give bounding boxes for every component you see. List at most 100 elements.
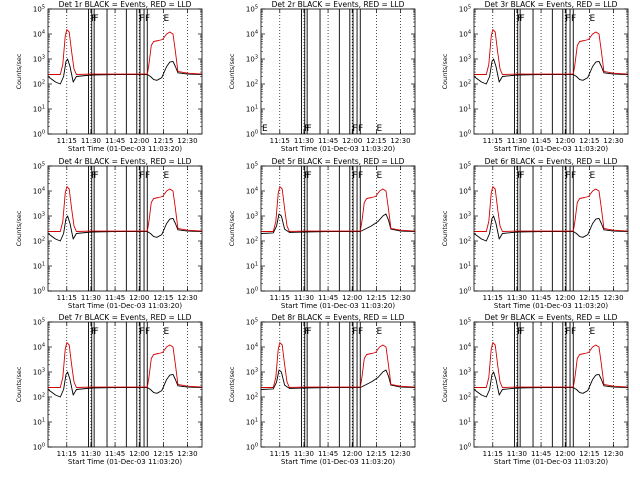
x-tick-label: 11:15 <box>57 294 77 302</box>
y-tick-label: 101 <box>459 418 471 427</box>
y-tick-label: 100 <box>246 443 258 452</box>
y-tick-label: 102 <box>246 237 258 246</box>
y-tick-label: 103 <box>459 368 471 377</box>
x-tick-label: 12:15 <box>153 450 173 458</box>
y-tick-label: 101 <box>246 262 258 271</box>
x-tick-label: 12:30 <box>177 137 197 145</box>
x-tick-label: 11:45 <box>531 137 551 145</box>
x-tick-label: 11:30 <box>81 137 101 145</box>
y-tick-label: 104 <box>33 343 45 352</box>
flag-label: F <box>307 327 312 337</box>
y-tick-label: 105 <box>459 162 471 171</box>
flag-label: F <box>94 171 99 181</box>
x-axis-label: Start Time (01-Dec-03 11:03:20) <box>68 458 182 466</box>
detector-panel: Det 9r BLACK = Events, RED = LLD 11:15 11:… <box>441 313 629 466</box>
x-tick-label: 12:30 <box>177 450 197 458</box>
x-tick-label: 11:15 <box>57 450 77 458</box>
plot-frame <box>260 165 416 292</box>
y-tick-label: 104 <box>246 343 258 352</box>
flag-label: E <box>262 124 268 134</box>
panel-title: Det 3r BLACK = Events, RED = LLD <box>485 0 618 9</box>
flag-label: E <box>377 124 383 134</box>
x-axis-label: Start Time (01-Dec-03 11:03:20) <box>68 145 182 153</box>
x-tick-label: 12:15 <box>366 450 386 458</box>
lld-series-line <box>474 342 629 388</box>
x-tick-label: 12:00 <box>555 137 575 145</box>
flag-label: F <box>565 327 570 337</box>
x-tick-label: 11:30 <box>507 137 527 145</box>
flag-label: F <box>139 171 144 181</box>
y-axis-label: Counts/sec <box>15 210 23 246</box>
x-tick-label: 12:00 <box>342 450 362 458</box>
flag-label: F <box>94 14 99 24</box>
y-tick-label: 101 <box>459 262 471 271</box>
x-tick-label: 12:00 <box>342 137 362 145</box>
x-axis-label: Start Time (01-Dec-03 11:03:20) <box>281 145 395 153</box>
flag-label: F <box>91 171 96 181</box>
flag-label: F <box>517 327 522 337</box>
y-tick-label: 103 <box>33 212 45 221</box>
x-tick-label: 12:15 <box>366 137 386 145</box>
y-tick-label: 101 <box>33 105 45 114</box>
y-tick-label: 101 <box>33 262 45 271</box>
y-axis-label: Counts/sec <box>15 366 23 402</box>
y-tick-label: 105 <box>246 5 258 14</box>
flag-label: F <box>352 171 357 181</box>
y-tick-label: 102 <box>246 393 258 402</box>
panel-title: Det 2r BLACK = Events, RED = LLD <box>272 0 405 9</box>
panel-title: Det 6r BLACK = Events, RED = LLD <box>485 157 618 166</box>
y-tick-label: 104 <box>459 30 471 39</box>
y-tick-label: 105 <box>33 318 45 327</box>
y-tick-label: 104 <box>459 343 471 352</box>
flag-label: F <box>520 14 525 24</box>
y-tick-label: 105 <box>459 318 471 327</box>
x-axis-label: Start Time (01-Dec-03 11:03:20) <box>281 458 395 466</box>
y-axis-label: Counts/sec <box>228 366 236 402</box>
lld-series-line <box>48 342 203 388</box>
panel-title: Det 9r BLACK = Events, RED = LLD <box>485 313 618 322</box>
flag-label: E <box>377 327 383 337</box>
y-tick-label: 101 <box>246 105 258 114</box>
flag-label: F <box>517 14 522 24</box>
y-tick-label: 105 <box>246 162 258 171</box>
flag-label: F <box>94 327 99 337</box>
plot-frame <box>47 165 203 292</box>
y-tick-label: 104 <box>33 30 45 39</box>
y-tick-label: 100 <box>246 130 258 139</box>
lld-series-line <box>474 186 629 232</box>
y-tick-label: 101 <box>459 105 471 114</box>
flag-label: F <box>565 171 570 181</box>
panel-title: Det 7r BLACK = Events, RED = LLD <box>59 313 192 322</box>
y-tick-label: 105 <box>33 162 45 171</box>
y-tick-label: 102 <box>459 393 471 402</box>
flag-label: E <box>164 14 170 24</box>
y-tick-label: 104 <box>246 30 258 39</box>
y-tick-label: 100 <box>33 443 45 452</box>
flag-label: F <box>565 14 570 24</box>
lld-series-line <box>261 186 416 232</box>
detector-panel: Det 4r BLACK = Events, RED = LLD 11:15 11:… <box>15 157 203 310</box>
detector-panel: Det 3r BLACK = Events, RED = LLD 11:15 11:… <box>441 0 629 153</box>
x-tick-label: 11:45 <box>318 450 338 458</box>
x-tick-label: 11:45 <box>105 450 125 458</box>
lld-series-line <box>474 29 629 75</box>
y-tick-label: 104 <box>459 187 471 196</box>
y-axis-label: Counts/sec <box>228 210 236 246</box>
y-axis-label: Counts/sec <box>441 210 449 246</box>
flag-label: F <box>352 327 357 337</box>
x-axis-label: Start Time (01-Dec-03 11:03:20) <box>281 302 395 310</box>
y-tick-label: 105 <box>33 5 45 14</box>
x-tick-label: 11:15 <box>270 294 290 302</box>
panel-title: Det 1r BLACK = Events, RED = LLD <box>59 0 192 9</box>
x-tick-label: 12:30 <box>177 294 197 302</box>
y-tick-label: 105 <box>459 5 471 14</box>
y-tick-label: 102 <box>33 80 45 89</box>
detector-panel: Det 8r BLACK = Events, RED = LLD 11:15 11:… <box>228 313 416 466</box>
flag-label: F <box>307 124 312 134</box>
flag-label: F <box>139 14 144 24</box>
x-tick-label: 12:00 <box>342 294 362 302</box>
x-tick-label: 11:45 <box>318 294 338 302</box>
detector-panel: Det 5r BLACK = Events, RED = LLD 11:15 11:… <box>228 157 416 310</box>
flag-label: F <box>571 171 576 181</box>
flag-label: F <box>145 14 150 24</box>
